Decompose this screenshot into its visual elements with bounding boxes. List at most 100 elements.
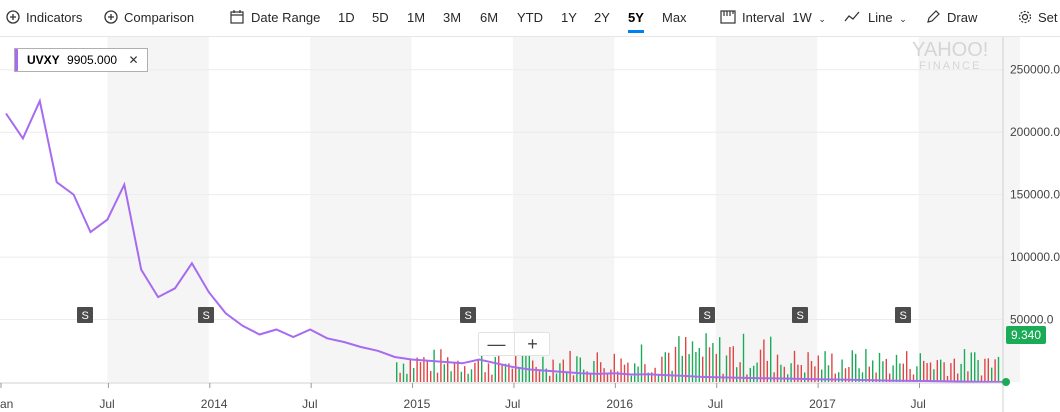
- volume-bar: [498, 349, 500, 382]
- volume-bar: [508, 363, 510, 382]
- chart-type-button[interactable]: Line ⌄: [844, 0, 907, 36]
- range-2y[interactable]: 2Y: [594, 10, 610, 25]
- split-marker-label: S: [82, 310, 89, 322]
- volume-bar: [889, 373, 891, 382]
- band: [512, 37, 615, 382]
- volume-bar: [681, 355, 683, 382]
- y-tick-label: 250000.0: [1010, 63, 1060, 77]
- range-5y[interactable]: 5Y: [628, 0, 644, 36]
- volume-bars: [396, 333, 1000, 382]
- volume-bar: [705, 333, 707, 382]
- volume-bar: [491, 374, 493, 382]
- grid-lines: [0, 37, 1004, 412]
- x-tick-label: 2015: [404, 397, 431, 411]
- series-color-bar: [15, 49, 18, 71]
- volume-bar: [776, 354, 779, 382]
- volume-bar: [729, 347, 731, 382]
- range-6m[interactable]: 6M: [480, 10, 499, 25]
- range-1y[interactable]: 1Y: [561, 10, 577, 25]
- volume-bar: [419, 362, 422, 382]
- volume-bar: [736, 367, 738, 382]
- volume-bar: [447, 357, 449, 382]
- volume-bar: [436, 372, 439, 382]
- volume-bar: [872, 360, 874, 382]
- volume-bar: [481, 354, 483, 382]
- date-range-button[interactable]: Date Range: [230, 0, 320, 36]
- volume-bar: [715, 353, 717, 382]
- volume-bar: [923, 360, 925, 382]
- interval-button[interactable]: Interval 1W ⌄: [720, 0, 826, 36]
- volume-bar: [549, 375, 551, 382]
- volume-bar: [464, 366, 466, 382]
- volume-bar: [800, 365, 802, 382]
- x-tick-label: Jul: [99, 397, 114, 411]
- volume-bar: [766, 360, 768, 382]
- volume-bar: [882, 361, 884, 382]
- range-max[interactable]: Max: [662, 10, 687, 25]
- range-1d[interactable]: 1D: [338, 10, 355, 25]
- range-5d[interactable]: 5D: [372, 10, 389, 25]
- volume-bar: [838, 372, 840, 382]
- volume-bar: [627, 362, 629, 382]
- volume-bar: [477, 359, 479, 382]
- volume-bar: [868, 366, 870, 382]
- comparison-button[interactable]: Comparison: [104, 0, 194, 36]
- range-1m[interactable]: 1M: [407, 10, 426, 25]
- settings-button[interactable]: Set: [1018, 0, 1058, 36]
- volume-bar: [899, 363, 901, 382]
- volume-bar: [426, 360, 428, 382]
- volume-bar: [719, 337, 721, 382]
- volume-bar: [994, 359, 996, 382]
- volume-bar: [606, 374, 609, 382]
- volume-bar: [620, 358, 622, 382]
- volume-bar: [430, 371, 432, 382]
- volume-bar: [848, 367, 850, 382]
- volume-bar: [674, 346, 677, 382]
- zoom-out-button[interactable]: —: [487, 334, 506, 354]
- watermark-line1: YAHOO!: [912, 39, 989, 61]
- volume-bar: [440, 349, 442, 382]
- volume-bar: [583, 369, 585, 382]
- volume-bar: [566, 372, 568, 382]
- calendar-icon: [230, 10, 244, 24]
- volume-bar: [940, 359, 942, 382]
- split-marker-label: S: [203, 310, 210, 322]
- gear-icon: [1018, 10, 1032, 24]
- volume-bar: [644, 364, 646, 382]
- volume-bar: [980, 375, 983, 382]
- zoom-in-button[interactable]: +: [514, 333, 550, 355]
- volume-bar: [919, 353, 921, 382]
- volume-bar: [474, 362, 476, 382]
- date-range-label: Date Range: [251, 10, 321, 25]
- split-marker-label: S: [704, 310, 711, 322]
- indicators-button[interactable]: Indicators: [6, 0, 82, 36]
- volume-bar: [773, 372, 775, 382]
- volume-bar: [943, 362, 945, 382]
- range-ytd[interactable]: YTD: [517, 10, 543, 25]
- volume-bar: [909, 369, 911, 382]
- year-bands: [107, 37, 1020, 382]
- volume-bar: [586, 371, 588, 382]
- close-icon[interactable]: ✕: [128, 53, 139, 67]
- x-tick-label: Jul: [505, 397, 520, 411]
- volume-bar: [596, 352, 598, 382]
- price-chart[interactable]: 250000.0200000.0150000.0100000.050000.0 …: [0, 37, 1060, 412]
- series-legend-chip[interactable]: UVXY 9905.000 ✕: [14, 48, 148, 72]
- volume-bar: [579, 357, 581, 382]
- volume-bar: [749, 367, 751, 382]
- volume-bar: [532, 360, 534, 382]
- split-marker-label: S: [797, 310, 804, 322]
- volume-bar: [855, 353, 857, 382]
- volume-bar: [695, 352, 697, 382]
- volume-bar: [443, 364, 445, 382]
- band: [310, 37, 412, 382]
- draw-button[interactable]: Draw: [926, 0, 977, 36]
- volume-bar: [501, 363, 503, 382]
- volume-bar: [970, 352, 972, 382]
- volume-bar: [827, 365, 830, 382]
- indicators-label: Indicators: [26, 10, 83, 25]
- range-3m[interactable]: 3M: [443, 10, 462, 25]
- volume-bar: [467, 373, 469, 382]
- volume-bar: [698, 348, 700, 382]
- plus-circle-icon: [6, 10, 20, 24]
